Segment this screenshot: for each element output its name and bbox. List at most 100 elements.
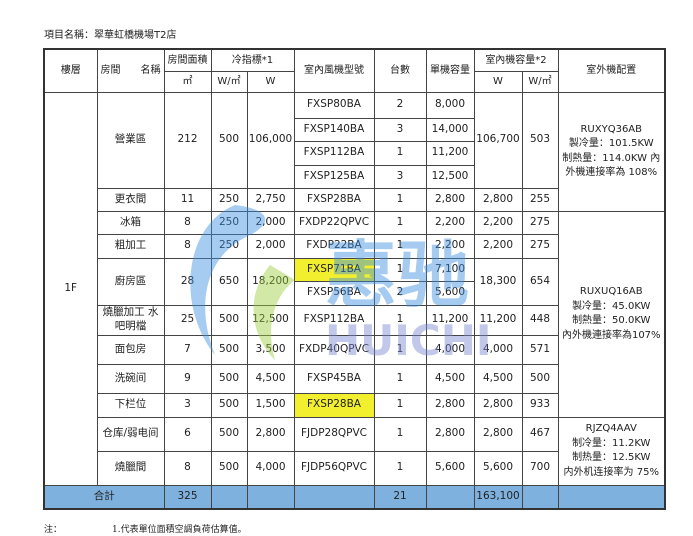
room-area: 8: [163, 450, 212, 486]
indoor-w-per-m2: 700: [521, 450, 559, 486]
total-empty: [293, 484, 375, 509]
room-area: 6: [163, 416, 212, 452]
indoor-model: FXSP125BA: [293, 164, 375, 189]
total-qty: 21: [373, 484, 427, 509]
room-area: 8: [163, 233, 212, 259]
unit-qty: 2: [373, 91, 427, 119]
outdoor-heating: 制热量：12.5KW: [572, 452, 651, 463]
room-name: 燒臘間: [96, 450, 165, 486]
indoor-model: FJDP28QPVC: [293, 416, 375, 452]
total-empty: [210, 484, 248, 509]
table-row: 仓库/弱电间 6 500 2,800 FJDP28QPVC 1 2,800 2,800 467 R…: [44, 416, 666, 486]
indoor-model: FXSP28BA: [293, 187, 375, 212]
unit-capacity: 14,000: [425, 117, 475, 142]
indoor-model: FXSP112BA: [293, 140, 375, 166]
room-w-per-m2: 500: [210, 392, 248, 418]
indoor-total-w: 2,200: [473, 233, 523, 259]
header-indoor-w-per-m2: W/㎡: [521, 70, 559, 93]
unit-qty: 3: [373, 164, 427, 189]
room-cooling-w: 4,500: [246, 363, 295, 394]
unit-qty: 1: [373, 257, 427, 282]
indoor-w-per-m2: 448: [521, 304, 559, 336]
room-name: 面包房: [96, 334, 165, 365]
room-name: 冰箱: [96, 210, 165, 235]
header-unit-capacity: 單機容量: [425, 48, 475, 93]
total-row: 合計 325 21 163,100: [43, 484, 666, 509]
footnote: 注： 1.代表單位面積空調負荷估算值。: [44, 522, 297, 535]
table-row: 粗加工 8 250 2,000 FXDP22BA 1 2,200 2,200 275: [44, 233, 665, 259]
table-row: 下栏位 3 500 1,500 FXSP28BA 1 2,800 2,800 933: [44, 392, 665, 418]
project-name: 項目名稱：翠華虹橋機場T2店: [44, 30, 177, 41]
room-w-per-m2: 500: [210, 334, 248, 365]
unit-qty: 1: [373, 392, 427, 418]
outdoor-heating: 制熱量：114.0KW 內外機連接率為 108%: [562, 152, 661, 179]
indoor-w-per-m2: 654: [521, 257, 559, 306]
total-empty: [521, 484, 559, 509]
total-empty: [425, 484, 475, 509]
total-label: 合計: [43, 484, 165, 509]
table-row: 更衣間 11 250 2,750 FXSP28BA 1 2,800 2,800 255: [44, 187, 665, 212]
note-text: 1.代表單位面積空調負荷估算值。: [112, 525, 247, 535]
indoor-total-w: 2,800: [473, 187, 523, 212]
room-name: 燒臘加工 水吧明檔: [96, 304, 165, 336]
indoor-w-per-m2: 933: [521, 392, 559, 418]
header-area-unit: ㎡: [163, 70, 212, 93]
header-indoor-w: W: [473, 70, 523, 93]
indoor-model: FXSP112BA: [293, 304, 375, 336]
table-row: 1F 營業區 212 500 106,000 FXSP80BA 2 8,000 106,700 5…: [43, 91, 666, 486]
unit-qty: 1: [373, 304, 427, 336]
unit-capacity: 2,800: [425, 187, 475, 212]
unit-capacity: 11,200: [425, 140, 475, 166]
total-empty: [246, 484, 295, 509]
unit-qty: 1: [373, 416, 427, 452]
unit-capacity: 2,800: [425, 416, 475, 452]
unit-capacity: 8,000: [425, 91, 475, 119]
indoor-w-per-m2: 571: [521, 334, 559, 365]
unit-capacity: 4,500: [425, 363, 475, 394]
unit-capacity: 5,600: [425, 280, 475, 306]
header-room-name: 房間 名稱: [96, 48, 165, 93]
indoor-model: FXSP140BA: [293, 117, 375, 142]
outdoor-cooling: 製冷量：101.5KW: [568, 138, 654, 149]
room-w-per-m2: 500: [210, 304, 248, 336]
outdoor-heating: 制熱量：50.0KW: [572, 315, 651, 326]
room-cooling-w: 3,500: [246, 334, 295, 365]
indoor-w-per-m2: 500: [521, 363, 559, 394]
total-indoor-w: 163,100: [473, 484, 523, 509]
header-qty: 台數: [373, 48, 427, 93]
room-name: 營業區: [96, 91, 165, 189]
note-label: 注：: [44, 525, 63, 535]
unit-qty: 1: [373, 363, 427, 394]
outdoor-cooling: 制冷量：11.2KW: [572, 437, 651, 449]
room-w-per-m2: 250: [210, 233, 248, 259]
indoor-model: FXSP45BA: [293, 363, 375, 394]
indoor-total-w: 5,600: [473, 450, 523, 486]
indoor-w-per-m2: 275: [521, 210, 559, 235]
unit-capacity: 4,000: [425, 334, 475, 365]
outdoor-config: RJZQ4AAV 制冷量：11.2KW 制热量：12.5KW 内外机连接率为 75%: [557, 416, 666, 486]
indoor-total-w: 4,000: [473, 334, 523, 365]
room-area: 25: [163, 304, 212, 336]
room-name: 下栏位: [96, 392, 165, 418]
outdoor-config: RUXUQ16AB 製冷量：45.0KW 制熱量：50.0KW 內外機連接率為107%: [557, 210, 666, 418]
table-row: 冰箱 8 250 2,000 FXDP22QPVC 1 2,200 2,200 275 RUXUQ…: [44, 210, 666, 418]
room-w-per-m2: 500: [210, 416, 248, 452]
room-w-per-m2: 500: [210, 450, 248, 486]
table-row: 廚房區 28 650 18,200 FXSP71BA 1 7,100 18,300 654: [44, 257, 665, 306]
room-area: 11: [163, 187, 212, 212]
outdoor-ratio: 内外机连接率为 75%: [563, 466, 659, 478]
header-room-area: 房間面積: [163, 48, 212, 72]
unit-qty: 3: [373, 117, 427, 142]
unit-qty: 2: [373, 280, 427, 306]
table-row: 面包房 7 500 3,500 FXDP40QPVC 1 4,000 4,000 571: [44, 334, 665, 365]
table-row: 燒臘加工 水吧明檔 25 500 12,500 FXSP112BA 1 11,200 11,2…: [44, 304, 665, 336]
indoor-model: FXDP22BA: [293, 233, 375, 259]
room-cooling-w: 2,800: [246, 416, 295, 452]
indoor-model: FXSP56BA: [293, 280, 375, 306]
unit-qty: 1: [373, 210, 427, 235]
outdoor-model: RUXYQ36AB: [580, 123, 643, 135]
header-floor: 樓層: [43, 48, 98, 93]
header-w: W: [246, 70, 295, 93]
indoor-w-per-m2: 503: [521, 91, 559, 189]
floor-cell: 1F: [43, 91, 98, 486]
